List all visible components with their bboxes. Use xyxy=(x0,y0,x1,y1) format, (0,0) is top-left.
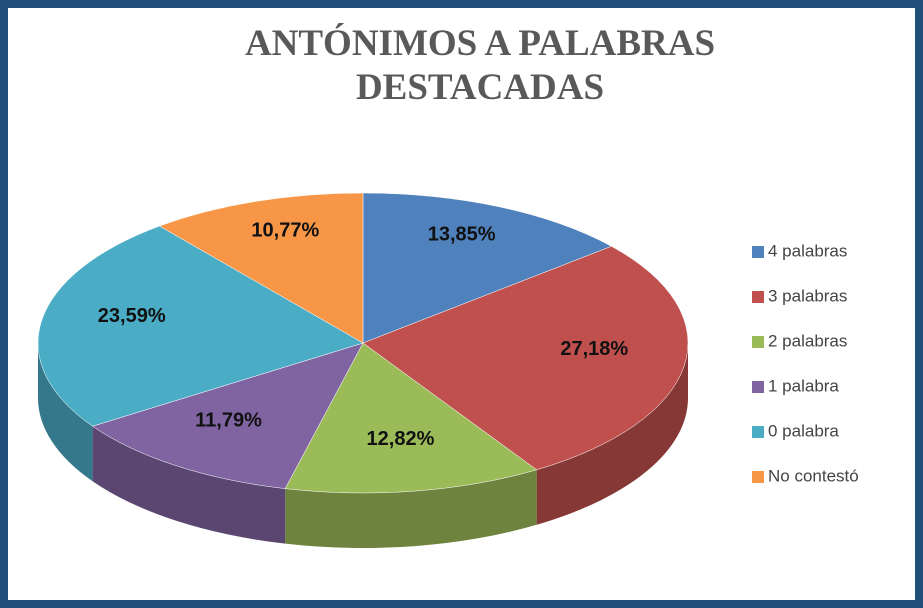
legend-label: 4 palabras xyxy=(768,241,847,260)
slice-side xyxy=(92,426,286,544)
slice xyxy=(284,342,538,494)
data-label: 10,77% xyxy=(251,219,319,241)
slice-side xyxy=(38,343,93,482)
slice xyxy=(92,342,364,489)
slice-side xyxy=(285,469,537,548)
legend-swatch xyxy=(752,246,764,258)
legend-label: 2 palabras xyxy=(768,331,847,350)
slice xyxy=(158,192,364,344)
legend-label: No contestó xyxy=(768,466,859,485)
legend-swatch xyxy=(752,291,764,303)
legend-swatch xyxy=(752,336,764,348)
slice xyxy=(362,246,689,471)
chart-title: ANTÓNIMOS A PALABRAS DESTACADAS xyxy=(244,23,716,108)
slice-side xyxy=(536,343,688,525)
legend-label: 1 palabra xyxy=(768,376,839,395)
legend-label: 3 palabras xyxy=(768,286,847,305)
legend-swatch xyxy=(752,381,764,393)
legend-swatch xyxy=(752,471,764,483)
data-label: 13,85% xyxy=(428,223,496,245)
data-label: 23,59% xyxy=(98,305,166,327)
legend-swatch xyxy=(752,426,764,438)
slice xyxy=(362,192,613,344)
legend-label: 0 palabra xyxy=(768,421,839,440)
data-label: 27,18% xyxy=(560,338,628,360)
data-label: 12,82% xyxy=(367,428,435,450)
data-label: 11,79% xyxy=(195,410,262,432)
slice xyxy=(37,225,364,427)
